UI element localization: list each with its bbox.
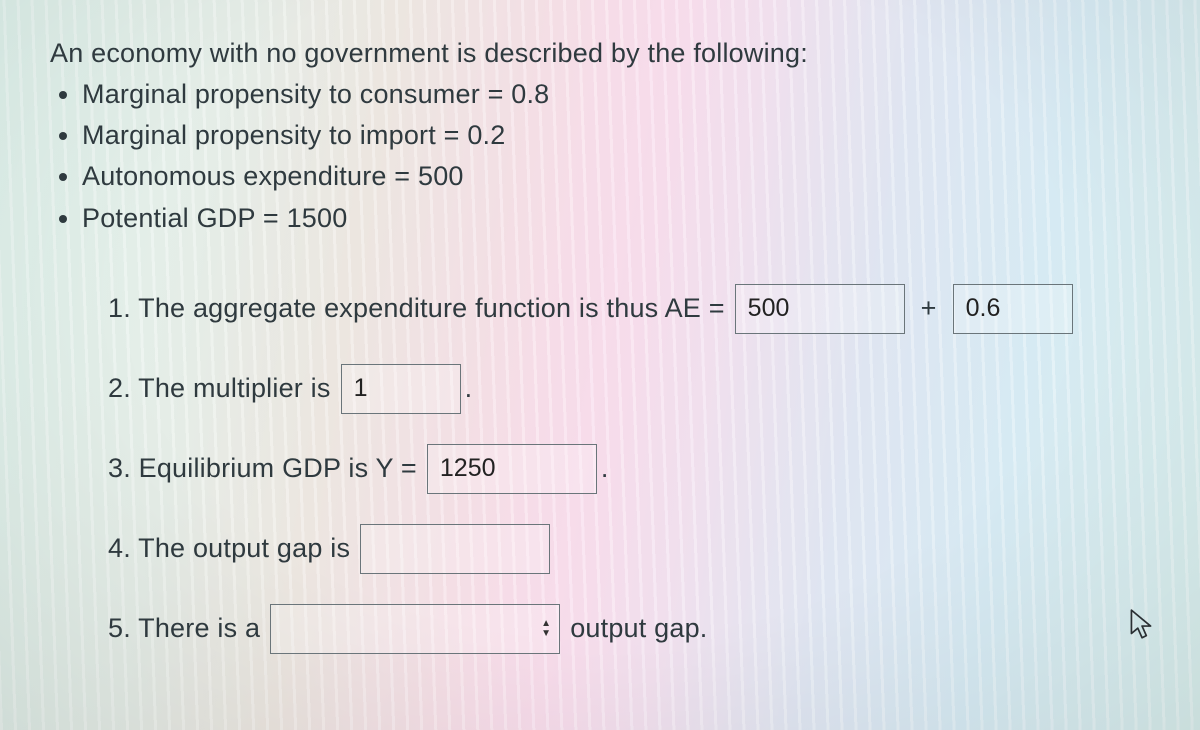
intro-text: An economy with no government is describ… [50, 34, 1150, 73]
q4-row: 4. The output gap is [108, 524, 1150, 574]
q5-label-after: output gap. [570, 609, 707, 648]
plus-sign: + [921, 289, 937, 328]
given-list: Marginal propensity to consumer = 0.8 Ma… [56, 75, 1150, 238]
stepper-icon: ▲▼ [541, 619, 551, 639]
q3-input[interactable] [427, 444, 597, 494]
q4-input[interactable] [360, 524, 550, 574]
q5-select[interactable]: ▲▼ [270, 604, 560, 654]
q2-period: . [465, 369, 473, 408]
q1-input-a[interactable] [735, 284, 905, 334]
q2-label: 2. The multiplier is [108, 369, 331, 408]
q5-select-value [283, 616, 541, 641]
q3-period: . [601, 449, 609, 488]
q5-row: 5. There is a ▲▼ output gap. [108, 604, 1150, 654]
q1-input-b[interactable] [953, 284, 1073, 334]
q3-label: 3. Equilibrium GDP is Y = [108, 449, 417, 488]
q2-row: 2. The multiplier is . [108, 364, 1150, 414]
q5-label-before: 5. There is a [108, 609, 260, 648]
q1-row: 1. The aggregate expenditure function is… [108, 284, 1150, 334]
q4-label: 4. The output gap is [108, 529, 350, 568]
given-item: Marginal propensity to import = 0.2 [82, 116, 1150, 155]
question-panel: An economy with no government is describ… [0, 0, 1200, 714]
q2-input[interactable] [341, 364, 461, 414]
given-item: Autonomous expenditure = 500 [82, 157, 1150, 196]
q3-row: 3. Equilibrium GDP is Y = . [108, 444, 1150, 494]
q1-label: 1. The aggregate expenditure function is… [108, 289, 725, 328]
given-item: Marginal propensity to consumer = 0.8 [82, 75, 1150, 114]
questions-block: 1. The aggregate expenditure function is… [50, 284, 1150, 654]
given-item: Potential GDP = 1500 [82, 199, 1150, 238]
